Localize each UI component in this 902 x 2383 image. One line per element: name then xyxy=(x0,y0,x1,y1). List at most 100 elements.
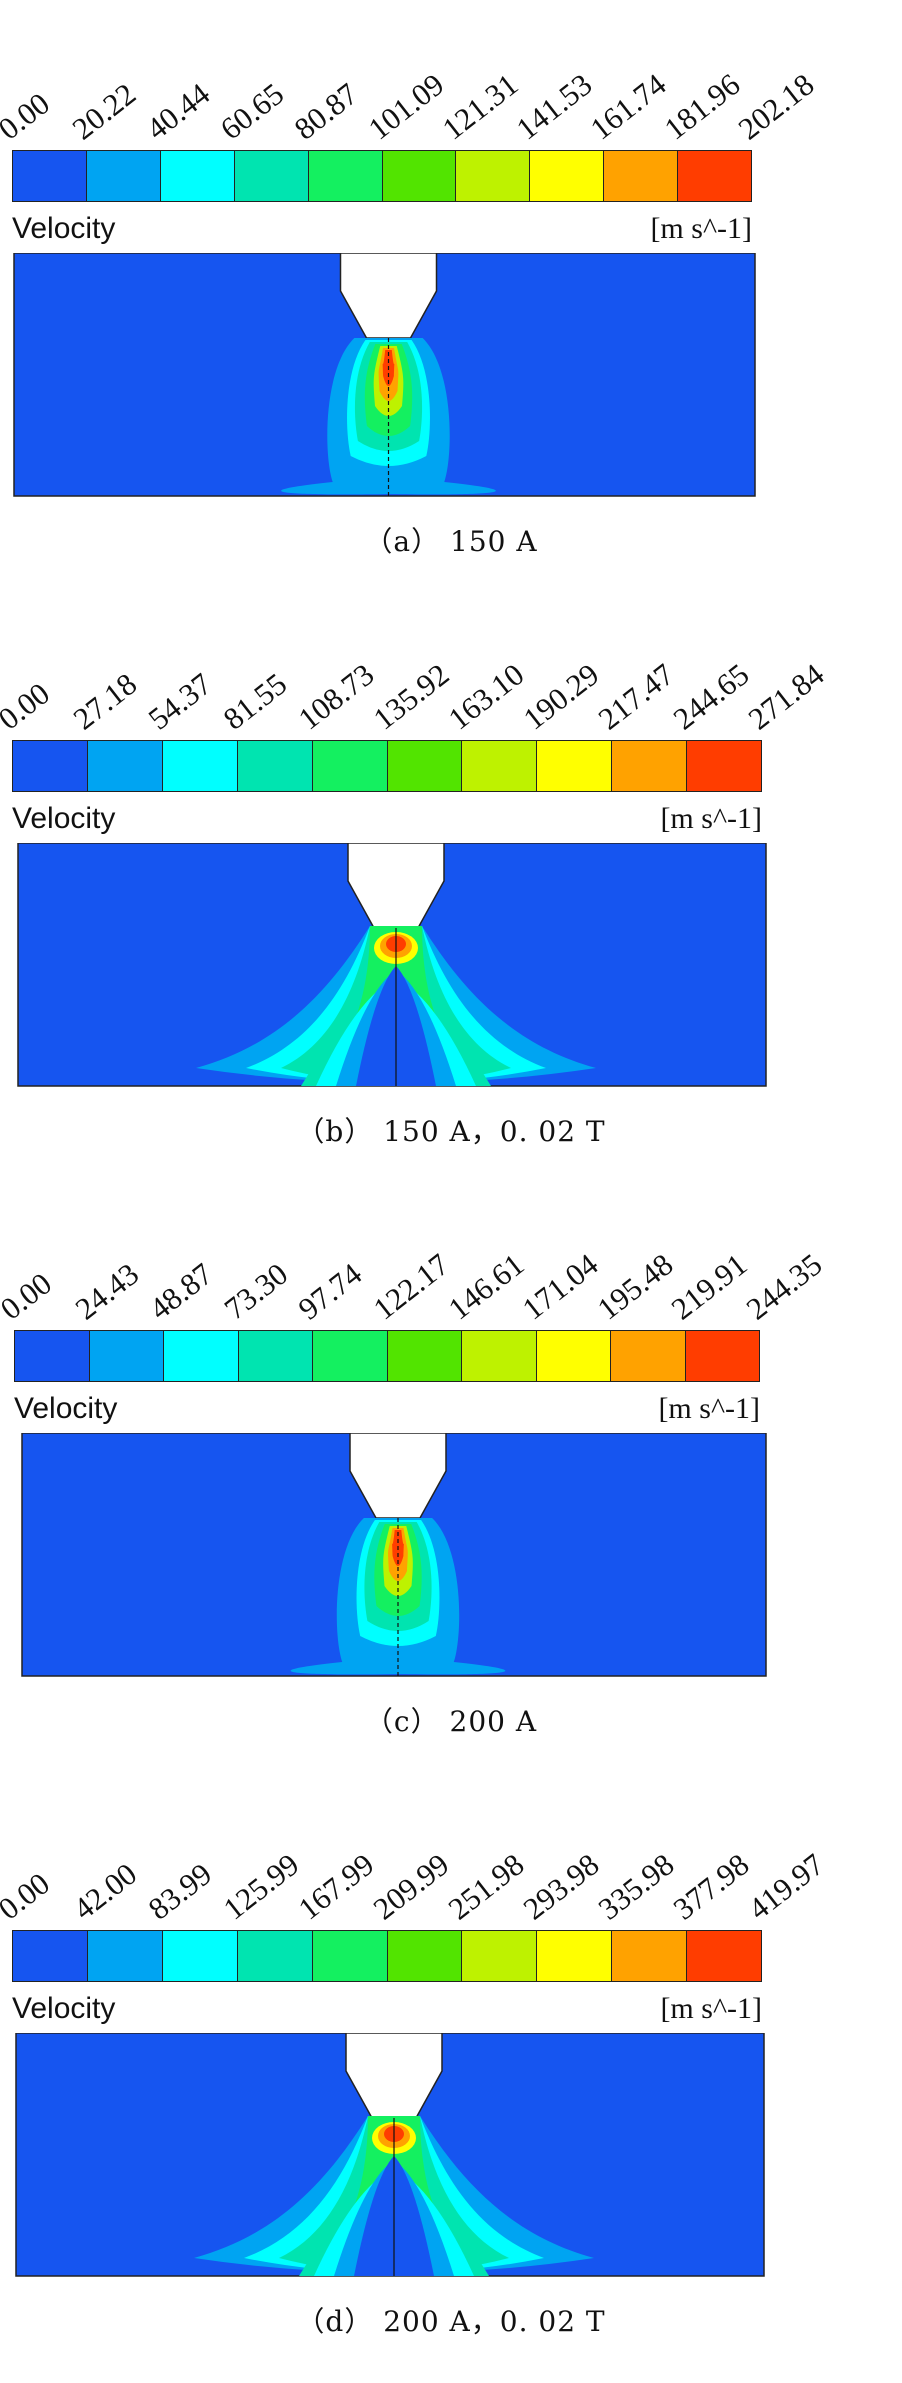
legend-color-swatch xyxy=(612,1931,688,1981)
legend-color-swatch xyxy=(678,151,752,201)
variable-label: Velocity xyxy=(12,212,116,245)
tick-label: 80.87 xyxy=(287,76,365,147)
tick-label: 146.61 xyxy=(441,1246,531,1327)
tick-label: 293.98 xyxy=(516,1846,606,1927)
figure-panel-c: 0.00 24.43 48.87 73.30 97.74 122.17 146.… xyxy=(0,1180,902,1770)
panel-caption: （d） 200 A，0. 02 T xyxy=(296,2305,606,2338)
tick-label: 0.00 xyxy=(0,675,56,737)
tick-label: 42.00 xyxy=(66,1856,144,1927)
panel-caption: （c） 200 A xyxy=(364,1705,538,1738)
tick-label: 125.99 xyxy=(216,1846,306,1927)
colorbar-tick-labels: 0.00 27.18 54.37 81.55 108.73 135.92 163… xyxy=(0,590,830,737)
legend-color-swatch xyxy=(238,1331,313,1381)
legend-color-swatch xyxy=(312,741,388,791)
tick-label: 0.00 xyxy=(0,1865,56,1927)
tick-label: 121.31 xyxy=(435,66,525,147)
velocity-contour-plot xyxy=(13,253,756,497)
legend-color-swatch xyxy=(13,741,88,791)
legend-color-swatch xyxy=(164,1331,239,1381)
tick-label: 0.00 xyxy=(0,85,56,147)
panel-caption: （b） 150 A，0. 02 T xyxy=(296,1115,606,1148)
tick-label: 181.96 xyxy=(657,66,747,147)
unit-label: [m s^-1] xyxy=(660,1992,762,2025)
legend-color-swatch xyxy=(612,741,688,791)
color-legend-bar xyxy=(14,1330,760,1382)
velocity-contour-plot xyxy=(15,2033,765,2277)
tick-label: 163.10 xyxy=(441,656,531,737)
tick-label: 73.30 xyxy=(217,1256,294,1327)
tick-label: 244.65 xyxy=(666,656,756,737)
legend-color-swatch xyxy=(462,1331,537,1381)
legend-color-swatch xyxy=(387,1331,462,1381)
tick-label: 24.43 xyxy=(68,1256,145,1327)
legend-color-swatch xyxy=(387,741,463,791)
tick-label: 377.98 xyxy=(666,1846,756,1927)
legend-color-swatch xyxy=(530,151,605,201)
legend-color-swatch xyxy=(308,151,383,201)
legend-color-swatch xyxy=(312,1931,388,1981)
variable-label: Velocity xyxy=(14,1392,118,1425)
legend-color-swatch xyxy=(456,151,531,201)
tick-label: 190.29 xyxy=(516,656,606,737)
legend-color-swatch xyxy=(237,1931,313,1981)
tick-label: 161.74 xyxy=(583,66,673,147)
tick-label: 81.55 xyxy=(216,666,294,737)
tick-label: 60.65 xyxy=(213,76,291,147)
figure-panel-b: 0.00 27.18 54.37 81.55 108.73 135.92 163… xyxy=(0,590,902,1180)
tick-label: 97.74 xyxy=(292,1256,369,1327)
legend-color-swatch xyxy=(611,1331,686,1381)
legend-color-swatch xyxy=(160,151,235,201)
tick-label: 83.99 xyxy=(141,1856,219,1927)
tick-label: 40.44 xyxy=(139,76,217,147)
color-legend-bar xyxy=(12,1930,762,1982)
tick-label: 0.00 xyxy=(0,1265,58,1327)
legend-color-swatch xyxy=(86,151,161,201)
tick-label: 122.17 xyxy=(366,1246,456,1327)
legend-color-swatch xyxy=(537,1931,613,1981)
tick-label: 202.18 xyxy=(731,66,821,147)
panel-caption: （a） 150 A xyxy=(364,525,538,558)
legend-color-swatch xyxy=(687,1931,762,1981)
tick-label: 20.22 xyxy=(65,76,143,147)
legend-color-swatch xyxy=(87,741,163,791)
legend-color-swatch xyxy=(685,1331,759,1381)
unit-label: [m s^-1] xyxy=(660,802,762,835)
legend-color-swatch xyxy=(89,1331,164,1381)
color-legend-bar xyxy=(12,150,752,202)
tick-label: 54.37 xyxy=(141,666,219,737)
tick-label: 171.04 xyxy=(515,1246,605,1327)
tick-label: 251.98 xyxy=(441,1846,531,1927)
figure-panel-d: 0.00 42.00 83.99 125.99 167.99 209.99 25… xyxy=(0,1780,902,2370)
legend-color-swatch xyxy=(313,1331,388,1381)
tick-label: 219.91 xyxy=(665,1246,754,1327)
tick-label: 108.73 xyxy=(291,656,381,737)
color-legend-bar xyxy=(12,740,762,792)
velocity-contour-plot xyxy=(17,843,767,1087)
velocity-contour-plot xyxy=(21,1433,767,1677)
legend-color-swatch xyxy=(237,741,313,791)
legend-color-swatch xyxy=(462,1931,538,1981)
tick-label: 209.99 xyxy=(366,1846,456,1927)
legend-color-swatch xyxy=(604,151,679,201)
tick-label: 141.53 xyxy=(509,66,599,147)
legend-color-swatch xyxy=(13,151,87,201)
tick-label: 135.92 xyxy=(366,656,456,737)
tick-label: 244.35 xyxy=(739,1246,829,1327)
legend-color-swatch xyxy=(162,741,238,791)
tick-label: 167.99 xyxy=(291,1846,381,1927)
legend-color-swatch xyxy=(382,151,457,201)
tick-label: 27.18 xyxy=(66,666,144,737)
colorbar-tick-labels: 0.00 24.43 48.87 73.30 97.74 122.17 146.… xyxy=(0,1180,828,1327)
legend-color-swatch xyxy=(687,741,762,791)
tick-label: 48.87 xyxy=(142,1256,220,1327)
tick-label: 271.84 xyxy=(741,656,831,737)
legend-color-swatch xyxy=(87,1931,163,1981)
legend-color-swatch xyxy=(15,1331,90,1381)
colorbar-tick-labels: 0.00 42.00 83.99 125.99 167.99 209.99 25… xyxy=(0,1780,830,1927)
tick-label: 335.98 xyxy=(591,1846,681,1927)
legend-color-swatch xyxy=(387,1931,463,1981)
tick-label: 195.48 xyxy=(590,1246,680,1327)
tick-label: 101.09 xyxy=(361,66,451,147)
legend-color-swatch xyxy=(13,1931,88,1981)
colorbar-tick-labels: 0.00 20.22 40.44 60.65 80.87 101.09 121.… xyxy=(0,0,820,147)
